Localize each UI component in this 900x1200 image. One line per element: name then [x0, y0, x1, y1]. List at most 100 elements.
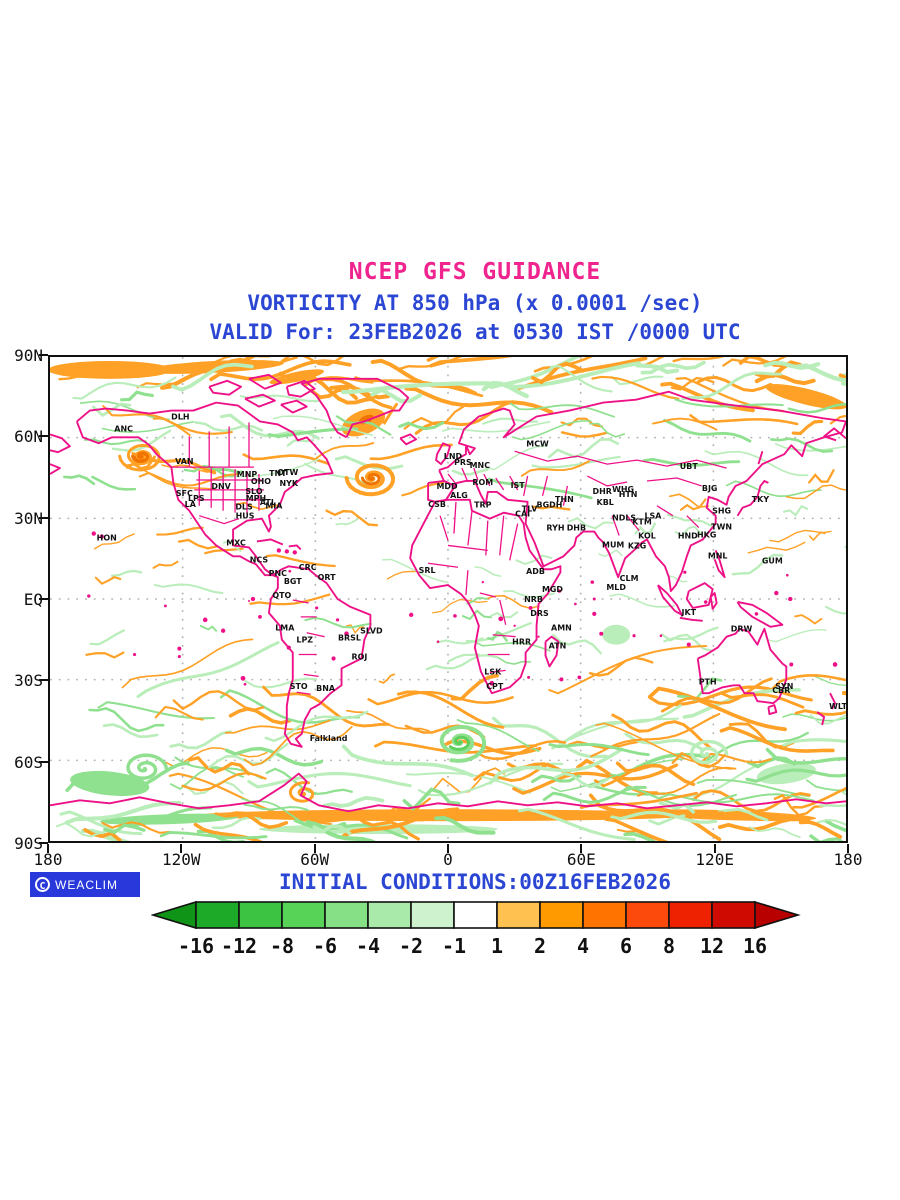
lon-tick	[180, 844, 183, 853]
vorticity-filament	[610, 810, 718, 824]
vorticity-filament	[58, 372, 158, 381]
border-line	[473, 467, 479, 481]
vorticity-blob	[602, 624, 631, 645]
colorbar-tick-label: 8	[663, 934, 675, 958]
vorticity-filament	[671, 809, 725, 819]
border-line	[296, 691, 311, 695]
lon-tick	[580, 844, 583, 853]
station-label: CAI	[515, 510, 530, 519]
vorticity-filament	[243, 725, 353, 767]
border-line	[626, 515, 640, 531]
station-label: SLVD	[360, 627, 383, 636]
colorbar-segment	[195, 901, 240, 929]
vorticity-filament	[624, 732, 705, 752]
vorticity-filament	[72, 376, 177, 400]
vorticity-filament	[153, 583, 224, 595]
vorticity-filament	[224, 746, 323, 767]
vorticity-filament	[560, 417, 604, 428]
vorticity-filament	[94, 576, 122, 585]
lat-tick-label: 90N	[14, 346, 43, 365]
vorticity-filament	[679, 498, 707, 511]
vorticity-filament	[447, 653, 480, 663]
station-label: OHO	[251, 477, 271, 486]
vorticity-filament	[62, 474, 96, 486]
island-mark	[91, 531, 96, 536]
vorticity-filament	[396, 690, 505, 729]
lon-tick-label: 120W	[162, 850, 201, 869]
vorticity-filament	[103, 823, 146, 835]
vorticity-speck	[557, 589, 562, 593]
lat-tick	[39, 354, 48, 356]
vorticity-filament	[763, 360, 821, 370]
border-line	[303, 673, 319, 677]
vorticity-filament	[224, 719, 331, 734]
vorticity-filament	[193, 822, 272, 848]
vorticity-filament	[304, 812, 425, 823]
station-label: LSK	[484, 667, 502, 676]
vorticity-spiral	[360, 472, 381, 486]
vorticity-filament	[219, 689, 360, 724]
vorticity-filament	[225, 811, 289, 830]
vorticity-filament	[138, 471, 239, 487]
vorticity-speck	[703, 600, 708, 604]
coastline	[248, 373, 282, 390]
colorbar-segment	[582, 901, 627, 929]
vorticity-filament	[623, 832, 711, 866]
vorticity-speck	[258, 614, 262, 619]
border-line	[686, 515, 700, 529]
map-frame: ANC DLH VAN SFC LPS LA DNV MNP OHO TNT OTW NYK SLO MP…	[48, 329, 900, 867]
lat-tick-label: 60N	[14, 427, 43, 447]
station-label: DRS	[530, 609, 549, 618]
station-label: QTO	[272, 591, 291, 600]
vorticity-filament	[88, 707, 165, 733]
vorticity-filament	[663, 418, 752, 443]
vorticity-filament	[340, 381, 491, 395]
vorticity-speck	[481, 580, 485, 584]
coastline	[285, 379, 316, 398]
vorticity-speck	[577, 675, 582, 680]
border-line	[489, 669, 506, 674]
border-line	[467, 511, 473, 546]
station-label: THN	[555, 495, 574, 504]
vorticity-filament	[398, 421, 445, 431]
vorticity-filament	[353, 814, 420, 841]
vorticity-filament	[65, 761, 190, 793]
station-label: LA	[185, 500, 197, 509]
coastline	[685, 582, 714, 609]
vorticity-filament	[748, 826, 801, 838]
station-label: BNA	[316, 684, 336, 693]
colorbar-segment	[711, 901, 756, 929]
lon-tick-label: 60W	[300, 850, 330, 869]
vorticity-filament	[91, 402, 132, 418]
vorticity-filament	[267, 427, 359, 439]
lon-tick	[447, 844, 449, 853]
vorticity-filament	[509, 402, 616, 418]
station-label: DNV	[211, 482, 231, 491]
lat-tick	[39, 598, 48, 600]
lat-tick-label: 60S	[14, 752, 43, 772]
coastline	[399, 433, 418, 446]
vorticity-filament	[595, 722, 732, 770]
vorticity-filament	[152, 560, 179, 569]
vorticity-blob	[765, 383, 847, 410]
lat-tick	[39, 435, 48, 438]
vorticity-filament	[244, 677, 318, 689]
station-label: DHB	[567, 524, 586, 533]
vorticity-filament	[806, 779, 900, 792]
colorbar-tick-label: 2	[534, 934, 546, 958]
lon-tick-label: 60E	[566, 850, 596, 869]
border-line	[306, 632, 325, 638]
border-line	[453, 501, 457, 534]
vorticity-filament	[642, 457, 741, 467]
lat-tick-label: 90S	[14, 834, 43, 853]
vorticity-filament	[312, 824, 352, 836]
vorticity-filament	[728, 722, 795, 749]
vorticity-speck	[408, 612, 414, 618]
station-label: KBL	[597, 498, 614, 507]
vorticity-filament	[841, 358, 889, 377]
vorticity-filament	[345, 709, 430, 732]
vorticity-filament	[93, 533, 135, 550]
station-label: PNC	[269, 569, 287, 578]
vorticity-filament	[345, 624, 365, 635]
